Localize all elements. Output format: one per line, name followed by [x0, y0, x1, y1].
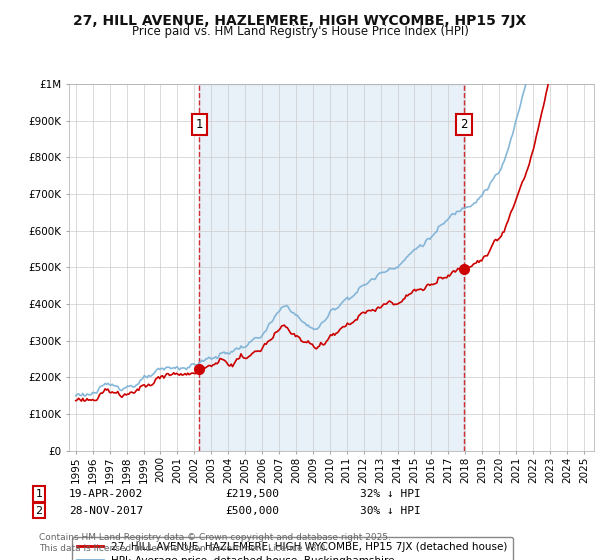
Text: 32% ↓ HPI: 32% ↓ HPI — [360, 489, 421, 499]
Text: 19-APR-2002: 19-APR-2002 — [69, 489, 143, 499]
Text: 27, HILL AVENUE, HAZLEMERE, HIGH WYCOMBE, HP15 7JX: 27, HILL AVENUE, HAZLEMERE, HIGH WYCOMBE… — [73, 14, 527, 28]
Text: 28-NOV-2017: 28-NOV-2017 — [69, 506, 143, 516]
Text: 1: 1 — [35, 489, 43, 499]
Text: 2: 2 — [35, 506, 43, 516]
Text: Contains HM Land Registry data © Crown copyright and database right 2025.
This d: Contains HM Land Registry data © Crown c… — [39, 533, 391, 553]
Text: £500,000: £500,000 — [225, 506, 279, 516]
Text: 2: 2 — [460, 118, 467, 131]
Bar — [199, 84, 464, 451]
Legend: 27, HILL AVENUE, HAZLEMERE, HIGH WYCOMBE, HP15 7JX (detached house), HPI: Averag: 27, HILL AVENUE, HAZLEMERE, HIGH WYCOMBE… — [71, 536, 513, 560]
Text: £219,500: £219,500 — [225, 489, 279, 499]
Text: 1: 1 — [196, 118, 203, 131]
Text: Price paid vs. HM Land Registry's House Price Index (HPI): Price paid vs. HM Land Registry's House … — [131, 25, 469, 38]
Text: 30% ↓ HPI: 30% ↓ HPI — [360, 506, 421, 516]
